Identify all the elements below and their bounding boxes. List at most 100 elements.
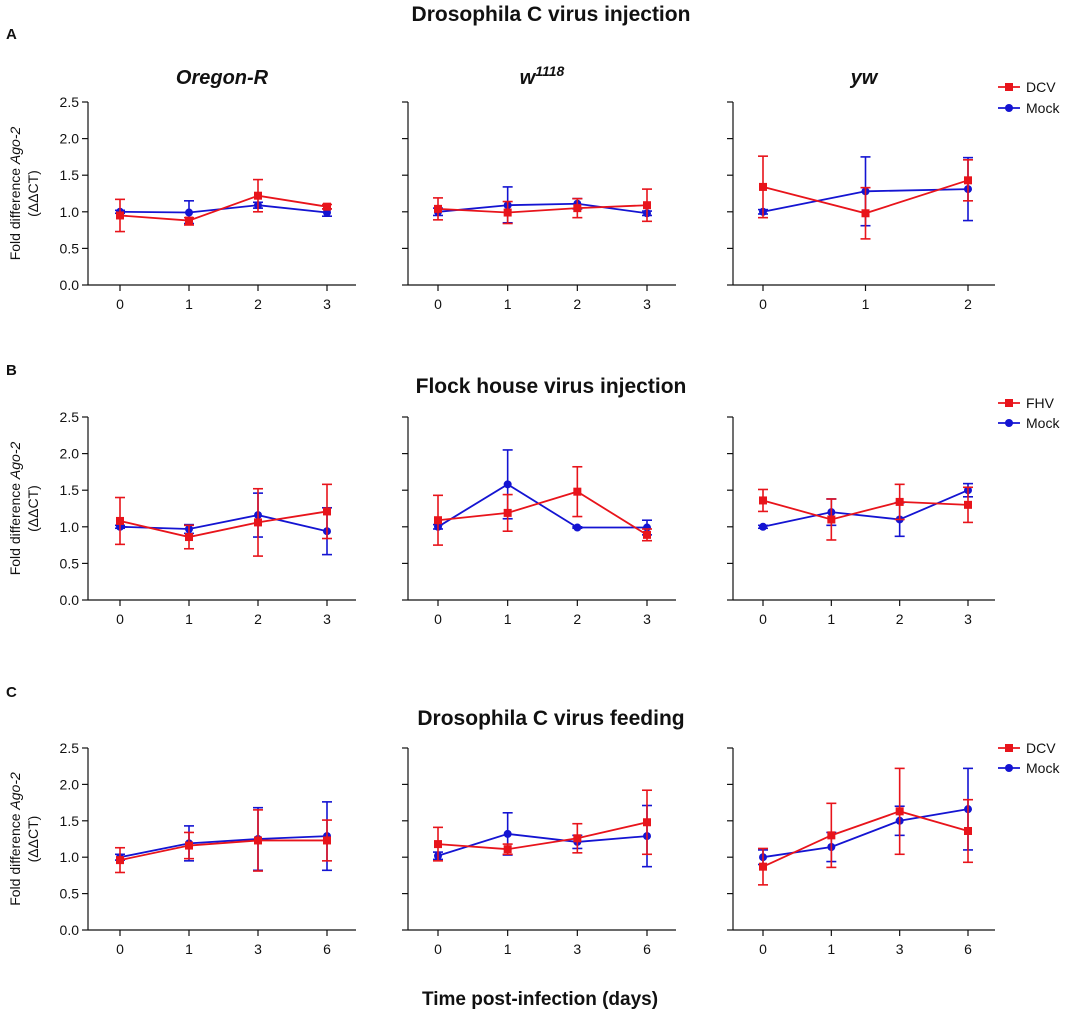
series-mock (115, 200, 332, 225)
y-tick-label: 0.5 (60, 240, 80, 256)
legend-label: DCV (1026, 79, 1056, 95)
series-dcv (758, 767, 973, 886)
subplot-C-3: 0 1 3 6 (727, 747, 995, 957)
subplot-C-2: 0 1 3 6 (402, 747, 676, 957)
data-point (185, 216, 193, 225)
x-tick-label: 3 (323, 611, 331, 627)
series-mock (115, 801, 332, 872)
data-point (116, 856, 124, 865)
panel-B: B Flock house virus injection Fold differe… (6, 362, 1060, 627)
series-line (762, 499, 969, 521)
data-point (323, 202, 331, 211)
legend-marker (1005, 764, 1013, 772)
data-point (895, 807, 904, 816)
x-axis-label: Time post-infection (days) (422, 989, 658, 1010)
legend-item-dcv: DCV (998, 740, 1056, 756)
data-point (116, 211, 124, 220)
legend-marker (1005, 83, 1013, 91)
x-tick-label: 2 (254, 296, 262, 312)
x-tick-label: 0 (759, 941, 767, 957)
panel-A: A Drosophila C virus injection Fold differ… (6, 3, 1060, 312)
data-point (503, 208, 512, 217)
series-dcv (115, 809, 332, 874)
data-point (254, 191, 262, 200)
subplot-B-3: 0 1 2 3 (727, 416, 995, 627)
series-line (762, 808, 969, 859)
x-tick-label: 3 (643, 611, 651, 627)
series-line (119, 514, 328, 533)
x-tick-label: 0 (759, 296, 767, 312)
subplot-A-2: 0 1 2 3 w1118 (402, 63, 676, 312)
y-tick-label: 0.0 (60, 922, 80, 938)
series-line (119, 510, 328, 538)
panel-title: Drosophila C virus injection (412, 3, 691, 26)
x-tick-label: 2 (573, 296, 581, 312)
series-line (437, 821, 648, 851)
panel-title: Drosophila C virus feeding (417, 707, 684, 730)
series-mock (758, 482, 973, 538)
data-point (827, 515, 836, 524)
data-point (503, 480, 512, 489)
data-point (434, 516, 442, 525)
y-tick-label: 1.0 (60, 519, 80, 535)
series-dcv (433, 789, 652, 862)
subplot-A-1: 0.0 0.5 1.0 1.5 2.0 2.5 0 1 2 3 Oregon-R (60, 67, 356, 312)
data-point (323, 836, 331, 845)
data-point (185, 208, 193, 217)
strain-label: Oregon-R (176, 67, 269, 89)
x-tick-label: 0 (434, 296, 442, 312)
data-point (643, 201, 651, 210)
y-tick-label: 2.5 (60, 94, 80, 110)
y-axis-label: Fold difference Ago-2 (7, 441, 23, 575)
x-tick-label: 0 (116, 941, 124, 957)
x-tick-label: 3 (573, 941, 581, 957)
panel-letter: C (6, 684, 17, 701)
series-line (437, 483, 647, 529)
y-tick-label: 2.0 (60, 446, 80, 462)
data-point (503, 845, 512, 854)
data-point (759, 496, 767, 505)
legend-item-mock: Mock (998, 760, 1060, 776)
x-tick-label: 3 (254, 941, 262, 957)
legend: DCV Mock (998, 740, 1060, 776)
y-tick-label: 1.5 (60, 482, 80, 498)
data-point (964, 500, 972, 509)
series-mock (433, 186, 652, 224)
data-point (323, 507, 331, 516)
data-point (116, 516, 124, 525)
series-line (119, 194, 328, 222)
y-tick-label: 1.0 (60, 204, 80, 220)
y-axis-label-unit: (ΔΔCT) (25, 816, 41, 863)
x-tick-label: 0 (434, 941, 442, 957)
y-axis-label-unit: (ΔΔCT) (25, 170, 41, 217)
data-point (185, 841, 193, 850)
series-line (437, 832, 648, 857)
y-axis-label-unit: (ΔΔCT) (25, 485, 41, 532)
data-point (185, 533, 193, 542)
data-point (759, 862, 767, 871)
panel-letter: A (6, 26, 17, 43)
data-point (573, 487, 582, 496)
data-point (434, 204, 442, 213)
data-point (643, 818, 651, 827)
series-mock (758, 767, 973, 866)
data-point (573, 834, 582, 843)
strain-label: yw (850, 67, 879, 89)
x-tick-label: 2 (964, 296, 972, 312)
data-point (827, 831, 836, 840)
series-dcv (115, 178, 332, 233)
data-point (643, 530, 651, 539)
y-tick-label: 0.0 (60, 592, 80, 608)
x-tick-label: 1 (504, 611, 512, 627)
x-tick-label: 1 (827, 941, 835, 957)
x-tick-label: 2 (896, 611, 904, 627)
legend-item-mock: Mock (998, 415, 1060, 431)
data-point (964, 826, 972, 835)
y-axis-label: Fold difference Ago-2 (7, 772, 23, 906)
y-tick-label: 0.5 (60, 886, 80, 902)
legend-label: Mock (1026, 760, 1060, 776)
y-tick-label: 0.5 (60, 555, 80, 571)
series-line (119, 835, 328, 859)
panel-C: C Drosophila C virus feeding Fold differen… (6, 684, 1060, 957)
data-point (503, 829, 512, 838)
